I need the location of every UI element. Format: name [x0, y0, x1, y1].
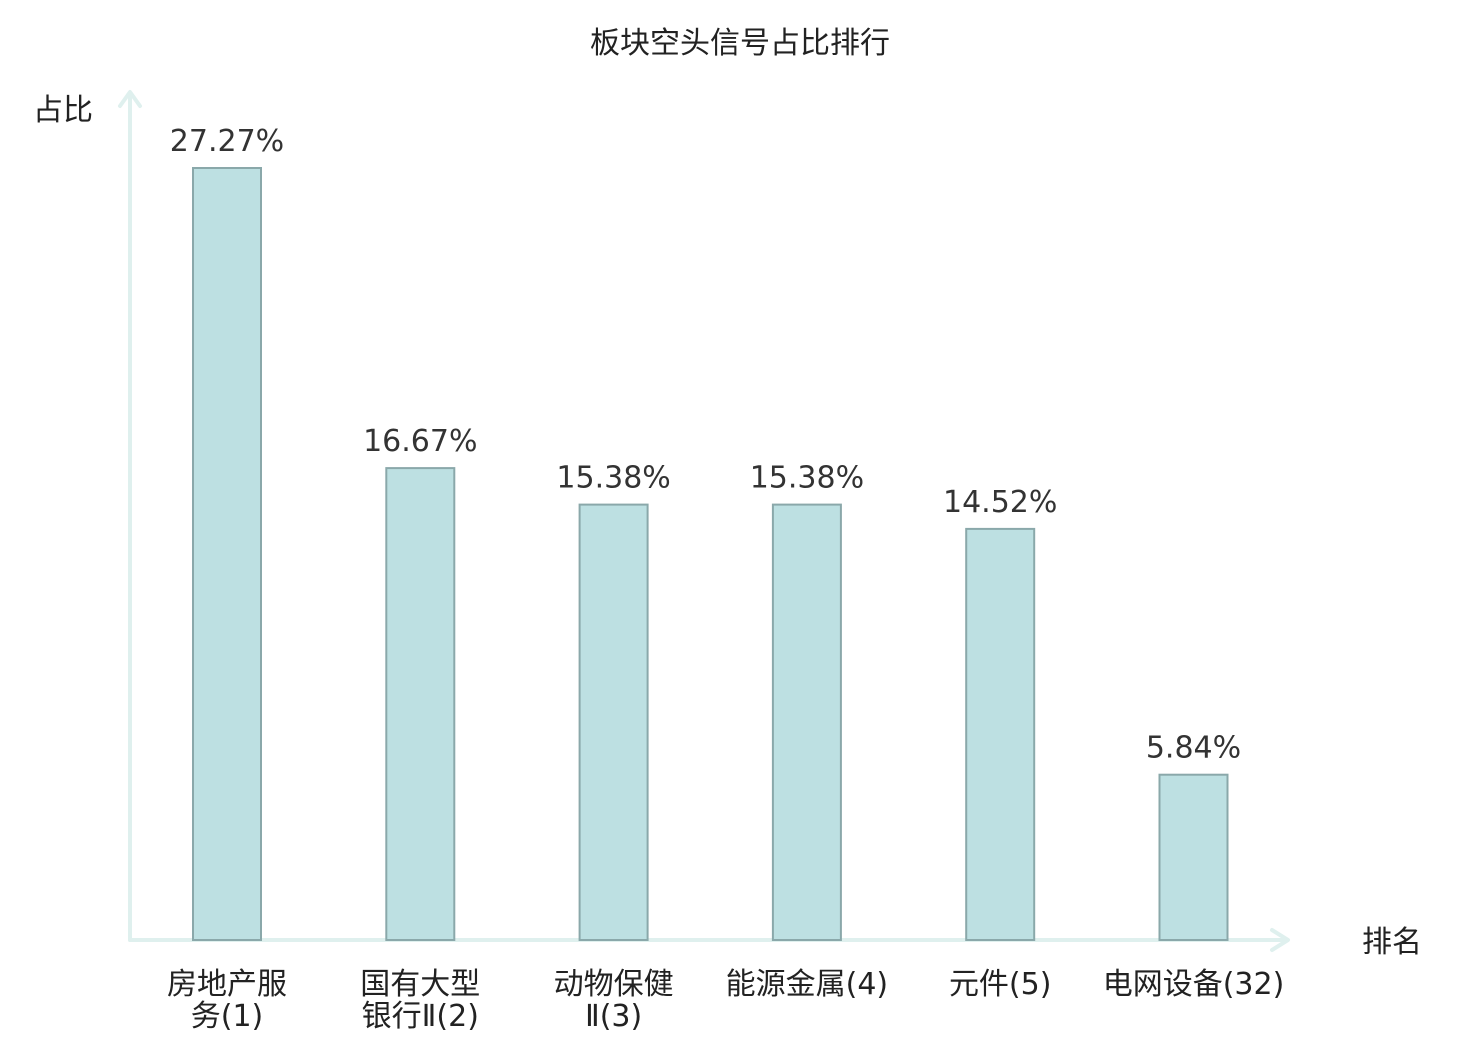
bar [385, 467, 456, 941]
category-label: 动物保健 [554, 967, 674, 1002]
x-axis-label: 排名 [1362, 925, 1422, 960]
x-axis-arrow [1270, 928, 1290, 952]
bar [965, 527, 1036, 942]
category-label: 银行Ⅱ(2) [362, 999, 479, 1034]
bar [578, 503, 649, 941]
value-label: 14.52% [943, 485, 1057, 520]
value-label: 16.67% [363, 424, 477, 459]
value-label: 15.38% [750, 461, 864, 496]
category-label: 能源金属(4) [726, 967, 889, 1002]
bar [192, 167, 262, 941]
chart-title: 板块空头信号占比排行 [590, 26, 890, 61]
y-axis-label: 占比 [33, 93, 93, 128]
category-label: 国有大型 [360, 967, 480, 1002]
category-label: 元件(5) [949, 967, 1052, 1002]
value-labels-group: 27.27% 16.67% 15.38% 15.38% 14.52% 5.84% [170, 124, 1241, 766]
category-label: Ⅱ(3) [585, 999, 642, 1034]
value-label: 27.27% [170, 124, 284, 159]
bar [771, 503, 842, 941]
bars-group [192, 167, 1229, 942]
category-label: 电网设备(32) [1103, 967, 1285, 1002]
bar [1158, 773, 1229, 942]
y-axis-arrow [118, 90, 142, 108]
value-label: 5.84% [1146, 731, 1241, 766]
axes [118, 90, 1290, 952]
category-label: 务(1) [191, 999, 264, 1034]
value-label: 15.38% [556, 461, 670, 496]
category-label: 房地产服 [167, 967, 287, 1002]
